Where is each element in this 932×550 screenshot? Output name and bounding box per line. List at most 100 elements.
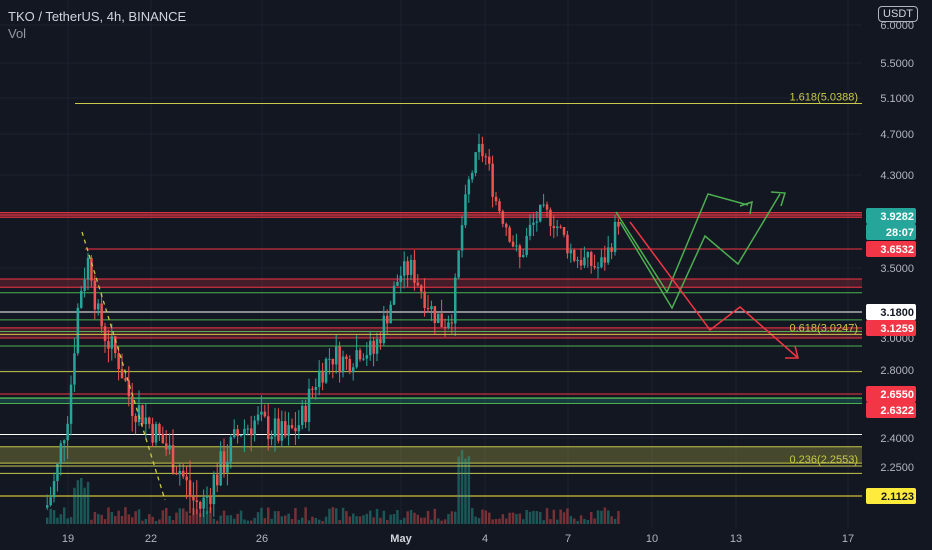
time-tick-label: 22: [145, 533, 157, 545]
candle-body: [460, 225, 464, 251]
price-tag-bg: [866, 241, 916, 257]
volume-bar: [549, 519, 552, 524]
candle-body: [522, 255, 525, 258]
candle-body: [137, 405, 141, 423]
candle-body: [229, 437, 233, 462]
volume-bar: [178, 508, 182, 524]
candle-body: [301, 405, 304, 426]
red-projection: [629, 221, 798, 358]
candle-body: [562, 227, 566, 235]
candle-body: [474, 152, 477, 173]
candle-body: [355, 350, 358, 368]
candle-body: [457, 250, 460, 278]
candle-body: [539, 204, 542, 222]
volume-bar: [573, 518, 576, 524]
volume-bar: [307, 520, 311, 524]
volume-bar: [273, 511, 277, 524]
volume-bar: [484, 510, 488, 524]
time-tick-label: 7: [565, 533, 571, 545]
volume-bar: [76, 480, 80, 524]
volume-bar: [488, 512, 491, 524]
price-tick-label: 4.3000: [880, 170, 914, 182]
volume-bar: [263, 518, 267, 524]
volume-bar: [583, 518, 586, 524]
time-tick-label: 13: [730, 533, 742, 545]
symbol-title[interactable]: TKO / TetherUS, 4h, BINANCE: [8, 9, 187, 24]
volume-bar: [243, 519, 246, 524]
candle-body: [165, 443, 168, 450]
candle-body: [222, 451, 226, 473]
candle-body: [454, 277, 457, 324]
candle-body: [185, 476, 188, 481]
candle-body: [243, 428, 246, 435]
volume-bar: [566, 508, 569, 524]
candle-body: [284, 421, 287, 436]
candle-body: [256, 414, 260, 421]
volume-bar: [114, 515, 117, 524]
volume-bar: [341, 507, 345, 524]
candle-body: [420, 285, 423, 292]
candle-body: [433, 306, 437, 323]
price-tag: 2.6550: [880, 389, 914, 401]
time-axis[interactable]: 19 22 26 May 4 7 10 13 17: [0, 528, 932, 550]
candle-body: [151, 423, 154, 443]
volume-bar: [161, 510, 165, 524]
volume-bar: [250, 520, 253, 524]
candle-body: [83, 279, 86, 291]
volume-bar: [314, 517, 318, 524]
candle-body: [471, 172, 474, 180]
candle-body: [528, 224, 532, 236]
candle-body: [535, 221, 539, 223]
candle-body: [195, 500, 199, 503]
currency-button[interactable]: USDT: [878, 6, 918, 22]
volume-bar: [205, 510, 209, 524]
candle-body: [450, 322, 454, 324]
volume-bar: [369, 510, 372, 524]
candle-body: [175, 472, 178, 475]
candle-body: [396, 281, 399, 286]
candle-body: [131, 396, 134, 416]
volume-bar: [552, 509, 556, 524]
candle-body: [501, 211, 505, 224]
candle-body: [430, 306, 433, 310]
candle-body: [56, 464, 59, 482]
volume-bar: [474, 516, 477, 524]
volume-bar: [69, 517, 73, 524]
candle-body: [304, 405, 307, 423]
volume-bar: [457, 456, 460, 524]
volume-bar: [66, 518, 69, 524]
candle-body: [321, 370, 324, 383]
volume-bar: [443, 519, 447, 524]
candle-body: [307, 388, 311, 423]
candle-body: [542, 204, 545, 206]
volume-bar: [134, 511, 137, 524]
candle-body: [610, 247, 613, 253]
volume-bar: [124, 507, 127, 524]
candle-body: [168, 445, 171, 450]
volume-bar: [352, 513, 355, 524]
volume-bar: [233, 518, 236, 524]
time-tick-label: 17: [842, 533, 854, 545]
candle-body: [484, 156, 488, 158]
candle-body: [59, 443, 63, 465]
volume-bar: [610, 516, 613, 524]
volume-bar: [284, 515, 287, 524]
candle-body: [596, 267, 600, 269]
candle-body: [392, 285, 396, 305]
zone: [0, 398, 862, 404]
volume-bar: [450, 511, 454, 524]
volume-bar: [481, 509, 484, 524]
candle-body: [426, 307, 430, 310]
volume-bar: [545, 508, 549, 524]
volume-bar: [454, 511, 457, 524]
candle-body: [341, 356, 345, 373]
volume-bar: [525, 509, 528, 524]
volume-bar: [433, 508, 437, 524]
volume-bar: [52, 510, 56, 524]
candle-body: [76, 307, 80, 354]
candle-body: [579, 259, 583, 266]
candle-body: [49, 497, 52, 506]
price-axis[interactable]: 6.00005.50005.10004.70004.30003.50003.00…: [862, 0, 932, 550]
fib-label: 0.236(2.2553): [790, 454, 859, 466]
